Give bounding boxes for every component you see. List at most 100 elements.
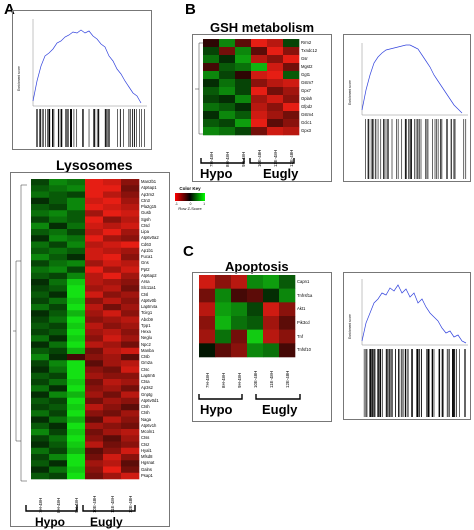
panel-letter-b: B bbox=[185, 1, 196, 18]
lysosomes-cell-2-3 bbox=[85, 191, 104, 199]
lysosomes-cell-23-0 bbox=[31, 322, 50, 330]
lysosomes-cell-16-0 bbox=[31, 279, 50, 286]
gsh-cell-0-0 bbox=[203, 39, 220, 48]
apoptosis-sample-label: 9H-48H bbox=[237, 372, 242, 388]
lysosomes-cell-23-5 bbox=[121, 322, 140, 330]
lysosomes-cell-40-2 bbox=[67, 429, 86, 436]
lysosomes-cell-40-4 bbox=[103, 429, 122, 436]
enrichment-curve-c bbox=[361, 279, 468, 417]
lysosomes-cell-6-3 bbox=[85, 216, 104, 224]
gsh-cell-7-3 bbox=[251, 95, 268, 104]
gsh-cell-9-5 bbox=[283, 111, 300, 120]
gsh-cell-10-0 bbox=[203, 119, 220, 128]
lysosomes-cell-43-3 bbox=[85, 447, 104, 455]
gsh-cell-0-5 bbox=[283, 39, 300, 48]
lysosomes-cell-30-3 bbox=[85, 366, 104, 374]
lysosomes-cell-36-0 bbox=[31, 404, 50, 411]
lysosomes-gene-label: Atp6ap1 bbox=[141, 185, 157, 191]
gsh-cell-2-3 bbox=[251, 55, 268, 64]
lysosomes-cell-29-2 bbox=[67, 360, 86, 367]
lysosomes-cell-37-4 bbox=[103, 410, 122, 417]
lysosomes-cell-35-1 bbox=[49, 397, 68, 405]
lysosomes-cell-36-5 bbox=[121, 404, 140, 411]
lysosomes-cell-29-0 bbox=[31, 360, 50, 367]
lysosomes-gene-label: Atp6v0a2 bbox=[141, 235, 159, 241]
lysosomes-cell-30-2 bbox=[67, 366, 86, 374]
lysosomes-cell-23-4 bbox=[103, 322, 122, 330]
lysosomes-cell-16-4 bbox=[103, 279, 122, 286]
lysosomes-cell-6-2 bbox=[67, 216, 86, 224]
lysosomes-gene-label: Galns bbox=[141, 466, 152, 472]
lysosomes-cell-1-2 bbox=[67, 185, 86, 192]
lysosomes-cell-15-2 bbox=[67, 272, 86, 280]
group-hypo-b: Hypo bbox=[200, 166, 233, 181]
lysosomes-cell-14-3 bbox=[85, 266, 104, 274]
lysosomes-cell-12-5 bbox=[121, 254, 140, 261]
lysosomes-cell-20-1 bbox=[49, 304, 68, 311]
lysosomes-cell-31-0 bbox=[31, 372, 50, 380]
lysosomes-cell-22-1 bbox=[49, 316, 68, 324]
gsh-cell-11-5 bbox=[283, 127, 300, 136]
lysosomes-cell-11-4 bbox=[103, 247, 122, 255]
apoptosis-cell-4-5 bbox=[279, 329, 296, 344]
lysosomes-cell-32-3 bbox=[85, 379, 104, 386]
lysosomes-cell-38-1 bbox=[49, 416, 68, 424]
lysosomes-cell-8-4 bbox=[103, 229, 122, 236]
gsh-cell-7-0 bbox=[203, 95, 220, 104]
lysosomes-cell-0-1 bbox=[49, 179, 68, 186]
gsh-cell-11-2 bbox=[235, 127, 252, 136]
lysosomes-cell-18-1 bbox=[49, 291, 68, 299]
gsh-cell-5-1 bbox=[219, 79, 236, 88]
lysosomes-cell-17-2 bbox=[67, 285, 86, 292]
lysosomes-cell-39-5 bbox=[121, 422, 140, 430]
lysosomes-cell-22-2 bbox=[67, 316, 86, 324]
lysosomes-cell-20-4 bbox=[103, 304, 122, 311]
apoptosis-cell-5-2 bbox=[231, 343, 248, 358]
lysosomes-cell-27-1 bbox=[49, 347, 68, 355]
lysosomes-cell-42-2 bbox=[67, 441, 86, 449]
lysosomes-cell-39-4 bbox=[103, 422, 122, 430]
lysosomes-cell-24-1 bbox=[49, 329, 68, 336]
lysosomes-gene-label: Ctsd bbox=[141, 222, 150, 228]
lysosomes-cell-2-5 bbox=[121, 191, 140, 199]
gsh-cell-5-3 bbox=[251, 79, 268, 88]
gsh-gene-label: Gclc1 bbox=[301, 120, 312, 125]
enrichment-plot-c: Enrichment score bbox=[343, 272, 471, 420]
gsh-cell-1-3 bbox=[251, 47, 268, 56]
lysosomes-cell-8-2 bbox=[67, 229, 86, 236]
apoptosis-sample-label: 7H-48H bbox=[205, 372, 210, 388]
color-key: Color Key -1 0 1 Row Z-Score bbox=[172, 186, 208, 226]
lysosomes-cell-13-5 bbox=[121, 260, 140, 267]
lysosomes-gene-label: Atp6v0b bbox=[141, 297, 157, 303]
lysosomes-cell-9-2 bbox=[67, 235, 86, 242]
lysosomes-gene-label: Sgsh bbox=[141, 216, 151, 222]
lysosomes-cell-29-1 bbox=[49, 360, 68, 367]
apoptosis-title: Apoptosis bbox=[225, 259, 289, 274]
lysosomes-cell-36-3 bbox=[85, 404, 104, 411]
apoptosis-cell-0-3 bbox=[247, 275, 264, 289]
gsh-gene-label: Ggt1 bbox=[301, 72, 311, 77]
lysosomes-cell-9-1 bbox=[49, 235, 68, 242]
lysosomes-cell-35-2 bbox=[67, 397, 86, 405]
enrichment-line-b bbox=[361, 44, 463, 114]
gsh-cell-6-2 bbox=[235, 87, 252, 96]
apoptosis-cell-1-3 bbox=[247, 288, 264, 303]
lysosomes-cell-34-2 bbox=[67, 391, 86, 399]
lysosomes-cell-41-0 bbox=[31, 435, 50, 442]
apoptosis-cell-1-2 bbox=[231, 288, 248, 303]
lysosomes-cell-10-3 bbox=[85, 241, 104, 249]
enrichment-line-a bbox=[32, 29, 142, 104]
lysosomes-cell-47-4 bbox=[103, 472, 122, 480]
group-eugly-c: Eugly bbox=[262, 402, 298, 417]
lysosomes-cell-32-0 bbox=[31, 379, 50, 386]
lysosomes-gene-label: Arsa bbox=[141, 279, 150, 285]
gsh-cell-7-4 bbox=[267, 95, 284, 104]
lysosomes-cell-18-4 bbox=[103, 291, 122, 299]
lysosomes-cell-37-1 bbox=[49, 410, 68, 417]
lysosomes-cell-5-0 bbox=[31, 210, 50, 217]
apoptosis-gene-label: Tnf bbox=[297, 333, 304, 339]
lysosomes-cell-37-5 bbox=[121, 410, 140, 417]
lysosomes-gene-label: Ctsl bbox=[141, 291, 149, 297]
lysosomes-gene-label: Psap1 bbox=[141, 472, 153, 478]
lysosomes-cell-16-1 bbox=[49, 279, 68, 286]
